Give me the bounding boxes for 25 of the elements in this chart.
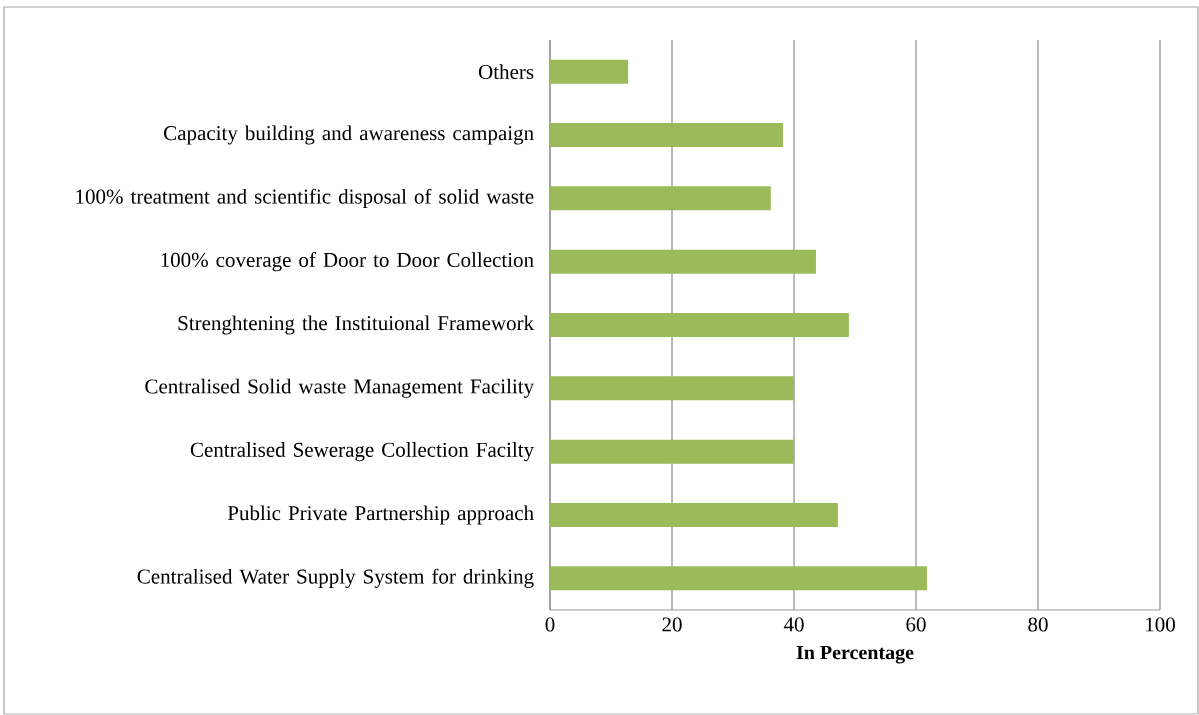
bar bbox=[550, 186, 771, 211]
x-tick-label: 80 bbox=[1028, 617, 1048, 632]
y-tick-label: Strenghtening the Instituional Framework bbox=[178, 315, 535, 335]
y-tick-label: 100% treatment and scientific disposal of solid waste bbox=[76, 188, 534, 208]
y-tick-label: 100% coverage of Door to Door Collection bbox=[161, 252, 534, 272]
bar bbox=[550, 502, 838, 527]
x-tick-label: 40 bbox=[783, 617, 804, 632]
x-tick-label: 0 bbox=[545, 617, 555, 632]
y-tick-label: Centralised Solid waste Management Facility bbox=[145, 378, 535, 398]
bar bbox=[550, 439, 794, 464]
y-tick-label: Centralised Sewerage Collection Facilty bbox=[190, 442, 535, 462]
bar bbox=[550, 376, 794, 401]
bar bbox=[550, 566, 927, 591]
y-tick-label: Public Private Partnership approach bbox=[227, 505, 534, 525]
y-tick-label: Others bbox=[478, 64, 534, 80]
x-axis-title: In Percentage bbox=[796, 645, 914, 664]
x-tick-label: 100 bbox=[1146, 617, 1175, 632]
bar bbox=[550, 312, 849, 337]
bar bbox=[550, 249, 816, 274]
x-tick-label: 60 bbox=[906, 617, 926, 632]
y-tick-label: Capacity building and awareness campaign bbox=[164, 125, 534, 145]
x-tick-label: 20 bbox=[662, 617, 682, 632]
bar bbox=[550, 59, 629, 84]
y-tick-label: Centralised Water Supply System for drinking bbox=[137, 568, 534, 588]
bar bbox=[550, 122, 784, 147]
